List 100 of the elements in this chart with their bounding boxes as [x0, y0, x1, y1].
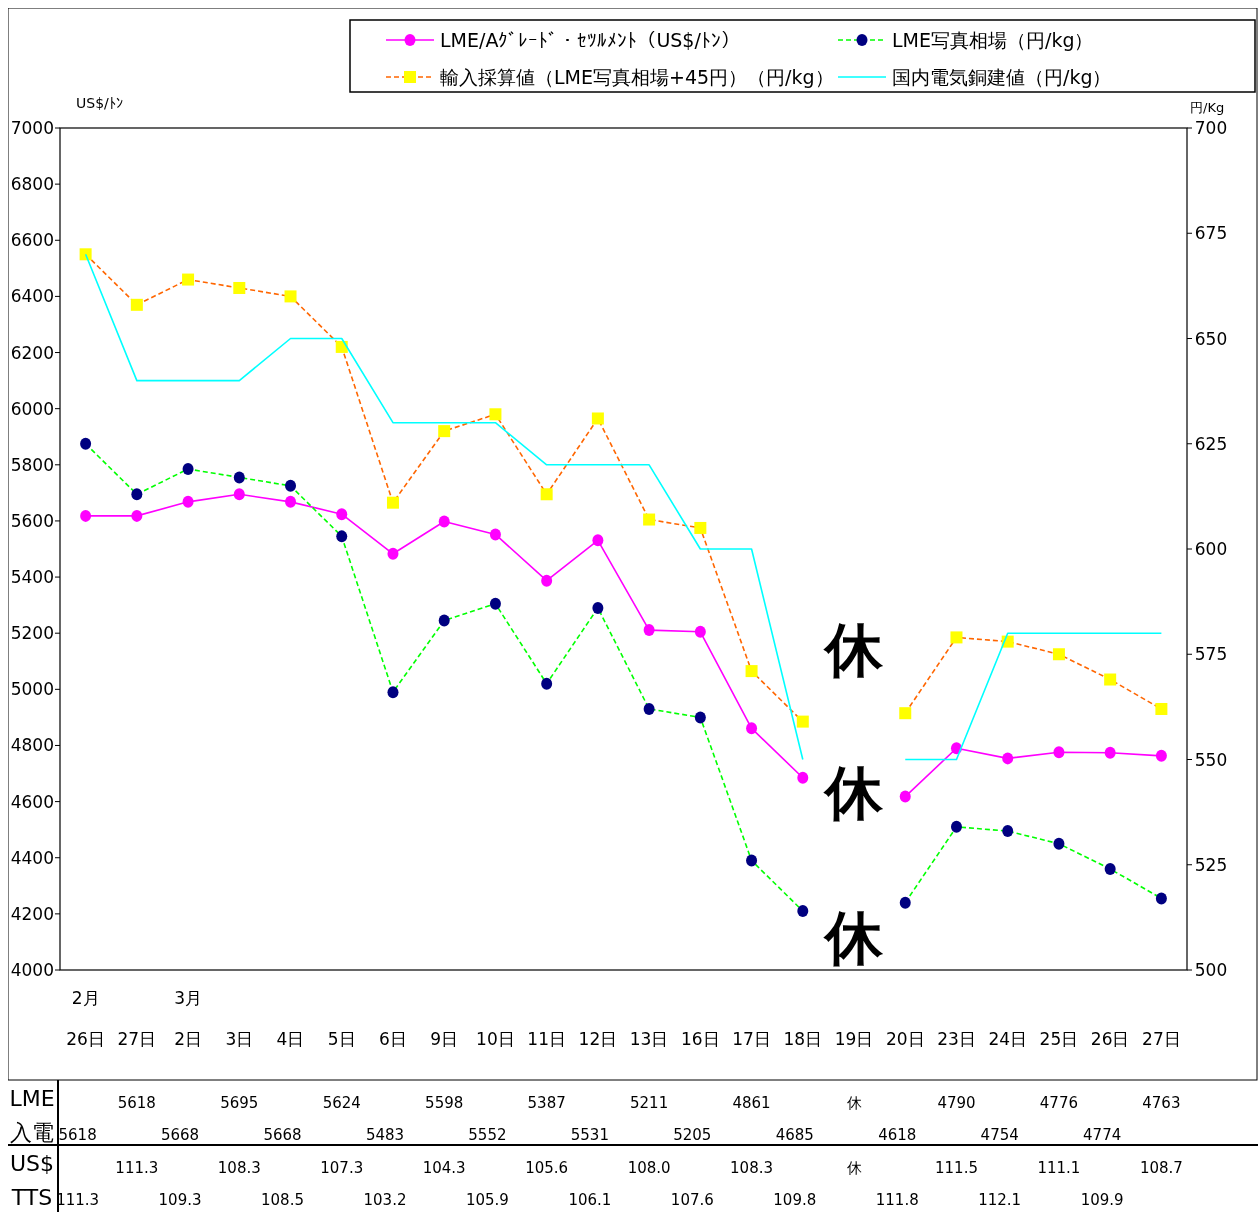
point — [950, 820, 962, 833]
y2-tick-label: 600 — [1194, 539, 1228, 559]
y-tick-label: 4600 — [10, 791, 54, 812]
y2-tick-label: 500 — [1194, 960, 1228, 980]
x-tick-label: 10日 — [476, 1029, 515, 1049]
point — [79, 248, 92, 261]
x-tick-label: 19日 — [834, 1029, 874, 1049]
x-tick-label: 12日 — [578, 1029, 618, 1049]
text: 5668 — [160, 1126, 200, 1144]
text: 5387 — [527, 1094, 566, 1112]
point — [899, 790, 911, 803]
point — [233, 488, 245, 501]
text: 休 — [846, 1159, 862, 1177]
point — [387, 547, 399, 560]
y2-tick-label: 650 — [1194, 328, 1228, 349]
point — [489, 408, 502, 421]
text: 111.8 — [875, 1191, 919, 1209]
point — [1002, 825, 1014, 838]
x-tick-label: 16日 — [681, 1029, 720, 1049]
annotation: 休 — [823, 616, 885, 684]
text: 入電 — [10, 1120, 54, 1145]
x-tick-label: 5日 — [327, 1029, 356, 1049]
point — [592, 601, 604, 614]
point — [1052, 648, 1065, 661]
point — [438, 515, 450, 528]
y2-tick-label: 550 — [1194, 749, 1228, 770]
point — [797, 905, 809, 918]
y-tick-label: 5600 — [10, 510, 54, 531]
point — [643, 624, 655, 637]
text: 108.7 — [1139, 1159, 1183, 1177]
y-tick-label: 6800 — [10, 174, 54, 195]
text: 2月 — [71, 988, 100, 1008]
point — [1002, 752, 1014, 765]
text: 106.1 — [568, 1191, 612, 1209]
x-tick-label: 4日 — [276, 1029, 305, 1049]
point — [643, 702, 655, 715]
y2-tick-label: 625 — [1194, 433, 1228, 454]
text: 4776 — [1039, 1094, 1079, 1112]
text: 108.3 — [217, 1159, 261, 1177]
x-tick-label: 26日 — [66, 1029, 105, 1049]
legend-label: LME写真相場（円/kg） — [892, 29, 1094, 51]
text: 111.3 — [56, 1191, 100, 1209]
y2-tick-label: 675 — [1194, 223, 1228, 244]
point — [541, 574, 553, 587]
point — [438, 425, 451, 438]
text: 107.3 — [320, 1159, 364, 1177]
y2-axis-title: 円/Kg — [1190, 100, 1225, 115]
text: 5531 — [570, 1126, 609, 1144]
y-tick-label: 5400 — [10, 567, 54, 588]
text: 5668 — [263, 1126, 302, 1144]
text: 4685 — [775, 1126, 814, 1144]
text: 3月 — [174, 988, 202, 1008]
y2-tick-label: 525 — [1194, 854, 1228, 875]
point — [899, 707, 912, 720]
point — [233, 471, 245, 484]
text: 104.3 — [422, 1159, 466, 1177]
point — [541, 677, 553, 690]
point — [1155, 702, 1168, 715]
point — [131, 509, 143, 522]
point — [438, 614, 450, 627]
text: 105.6 — [525, 1159, 569, 1177]
y-tick-label: 5200 — [10, 623, 54, 644]
point — [131, 488, 143, 501]
point — [233, 281, 246, 294]
x-tick-label: 26日 — [1090, 1029, 1130, 1049]
point — [899, 896, 911, 909]
text: 5695 — [220, 1094, 259, 1112]
point — [284, 290, 297, 303]
y-tick-label: 5800 — [10, 454, 54, 475]
point — [335, 340, 348, 353]
x-tick-label: 18日 — [783, 1029, 823, 1049]
y-tick-label: 6200 — [10, 342, 54, 363]
point — [797, 771, 809, 784]
point — [182, 495, 194, 508]
text: 5483 — [365, 1126, 405, 1144]
legend-label: 国内電気銅建値（円/kg） — [892, 66, 1112, 88]
point — [746, 854, 758, 867]
point — [592, 534, 604, 547]
text: 4754 — [980, 1126, 1019, 1144]
y-axis-title: US$/ﾄﾝ — [76, 95, 123, 111]
x-tick-label: 3日 — [225, 1029, 254, 1049]
x-tick-label: 23日 — [937, 1029, 976, 1049]
text: 109.8 — [773, 1191, 817, 1209]
x-tick-label: 17日 — [732, 1029, 771, 1049]
point — [80, 437, 92, 450]
x-tick-label: 9日 — [430, 1029, 459, 1049]
x-tick-label: 20日 — [885, 1029, 925, 1049]
text: US$ — [9, 1151, 55, 1176]
point — [336, 508, 348, 521]
x-tick-label: 27日 — [117, 1029, 157, 1049]
point — [745, 665, 758, 678]
text: 111.5 — [935, 1159, 978, 1177]
x-tick-label: 25日 — [1039, 1029, 1079, 1049]
point — [950, 631, 963, 644]
text: 108.5 — [261, 1191, 304, 1209]
annotation: 休 — [823, 904, 885, 972]
text: 108.3 — [730, 1159, 774, 1177]
y-tick-label: 5000 — [10, 679, 54, 700]
point — [694, 711, 706, 724]
text: 109.9 — [1080, 1191, 1124, 1209]
